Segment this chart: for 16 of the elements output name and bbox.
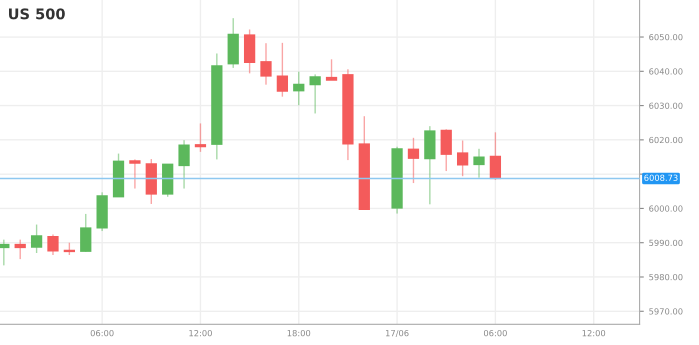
chart-title: US 500 <box>9 8 65 20</box>
y-tick-label: 6030.00 <box>649 102 683 109</box>
x-tick-label: 18:00 <box>288 330 310 336</box>
y-tick-label: 6040.00 <box>649 68 683 75</box>
y-tick-label: 5970.00 <box>649 308 683 315</box>
x-tick-label: 06:00 <box>484 330 507 336</box>
x-tick-label: 12:00 <box>582 330 606 336</box>
y-tick-label: 6050.00 <box>649 34 683 40</box>
ref-line-label: 6008.73 <box>644 174 678 181</box>
x-tick-label: 12:00 <box>189 330 212 336</box>
y-tick-label: 6000.00 <box>649 205 683 212</box>
y-tick-label: 6020.00 <box>649 136 683 144</box>
x-tick-label: 06:00 <box>90 330 114 336</box>
y-tick-label: 5980.00 <box>649 274 683 280</box>
x-tick-label: 17/06 <box>386 330 409 337</box>
y-tick-label: 5990.00 <box>649 240 683 246</box>
